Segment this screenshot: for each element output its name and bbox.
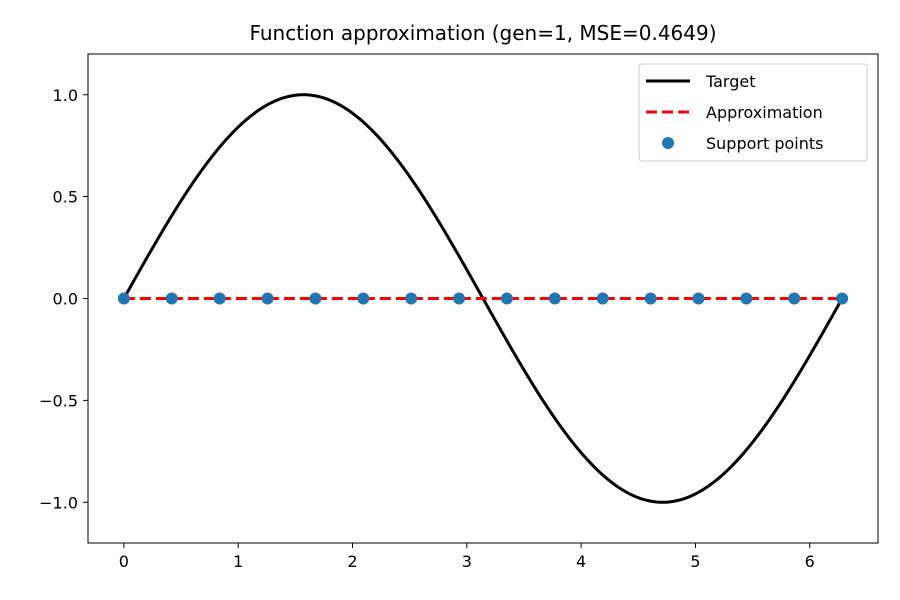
plot-area [117, 93, 849, 504]
support-point [213, 292, 226, 305]
support-point [500, 292, 513, 305]
y-tick-label: 0.5 [53, 188, 78, 207]
support-point [644, 292, 657, 305]
support-point [117, 292, 130, 305]
y-tick-label: 1.0 [53, 86, 78, 105]
x-axis: 0 1 2 3 4 5 6 [119, 543, 815, 571]
legend-approximation-label: Approximation [706, 103, 823, 122]
x-tick-label: 6 [805, 552, 815, 571]
support-point [453, 292, 466, 305]
y-tick-label: 0.0 [53, 290, 78, 309]
y-tick-label: −0.5 [39, 391, 78, 410]
support-point [836, 292, 849, 305]
support-point [740, 292, 753, 305]
y-axis: −1.0 −0.5 0.0 0.5 1.0 [39, 86, 88, 512]
support-point [357, 292, 370, 305]
support-point [405, 292, 418, 305]
x-tick-label: 5 [690, 552, 700, 571]
x-tick-label: 0 [119, 552, 129, 571]
y-tick-label: −1.0 [39, 493, 78, 512]
support-point [309, 292, 322, 305]
support-points-layer [117, 292, 849, 305]
support-point [692, 292, 705, 305]
support-point [165, 292, 178, 305]
legend-support-points-label: Support points [706, 134, 823, 153]
support-point [548, 292, 561, 305]
x-tick-label: 3 [462, 552, 472, 571]
legend-target-label: Target [705, 72, 756, 91]
x-tick-label: 4 [576, 552, 586, 571]
legend-support-points-swatch [662, 137, 674, 149]
support-point [788, 292, 801, 305]
support-point [596, 292, 609, 305]
x-tick-label: 1 [233, 552, 243, 571]
chart-title: Function approximation (gen=1, MSE=0.464… [249, 21, 716, 45]
support-point [261, 292, 274, 305]
legend-box [638, 63, 868, 162]
legend: Target Approximation Support points [638, 63, 868, 162]
x-tick-label: 2 [347, 552, 357, 571]
